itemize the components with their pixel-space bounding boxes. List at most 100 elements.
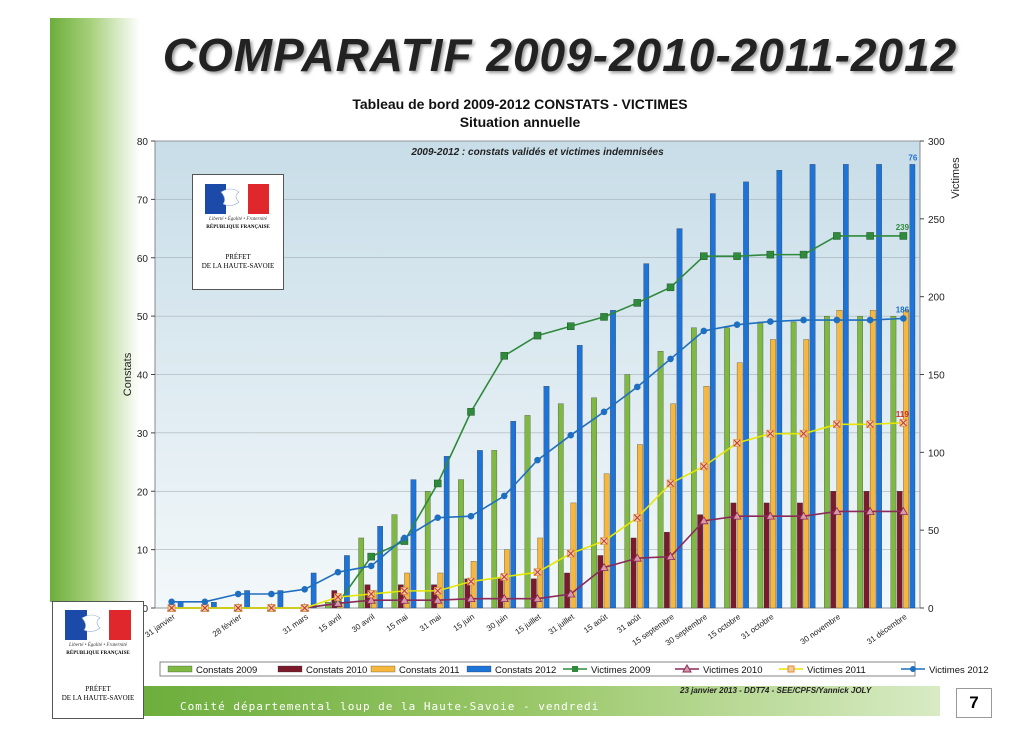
point-victimes-2010 [366,595,376,604]
point-victimes-2012 [434,514,442,522]
point-victimes-2011-cross [334,593,342,601]
point-victimes-2011-cross [401,587,408,595]
bar-constats-2010 [797,502,803,609]
point-victimes-2011-cross [467,578,475,585]
point-victimes-2011-cross [434,587,442,595]
y-tick-label: 80 [137,137,149,148]
x-tick-label: 31 décembre [865,612,909,646]
bar-constats-2009 [857,315,863,609]
bar-constats-2010 [564,572,570,609]
point-victimes-2011-cross [367,590,375,598]
point-victimes-2012 [401,534,408,542]
point-victimes-2011-cross [833,420,841,428]
logo-prefet-line2: DE LA HAUTE-SAVOIE [61,694,135,702]
bar-constats-2009 [358,537,365,609]
x-tick-label: 28 février [211,612,244,639]
point-victimes-2010 [798,511,809,520]
y2-axis-label: Victimes [950,157,962,199]
footer-green-band [140,686,940,716]
point-victimes-2010 [433,595,443,604]
bar-constats-2009 [790,321,797,609]
point-victimes-2010 [665,551,676,561]
y2-tick-label: 250 [928,215,945,226]
bar-constats-2010 [397,584,404,609]
point-victimes-2011-cross [866,420,874,428]
legend-label: Constats 2011 [399,665,460,676]
point-victimes-2011-cross [500,573,508,581]
chart-legend [159,661,925,677]
line-end-label: 119 [896,410,909,419]
point-victimes-2011-cross [900,419,907,427]
legend-marker [787,665,795,673]
bar-constats-2012 [843,164,849,609]
legend-label: Constats 2012 [495,665,556,676]
page-title: COMPARATIF 2009-2010-2011-2012 [162,29,958,81]
point-victimes-2009 [666,283,675,292]
point-victimes-2009 [866,232,874,240]
x-tick-label: 15 juillet [513,612,543,637]
legend-marker [682,663,692,673]
point-victimes-2011-cross [800,430,807,438]
bar-constats-2010 [664,531,670,609]
point-victimes-2012 [201,598,209,606]
point-victimes-2009 [833,232,841,240]
bar-constats-2010 [830,491,836,609]
x-tick-label: 30 avril [350,612,376,634]
bar-constats-2010 [497,578,504,609]
bar-constats-2010 [863,491,870,609]
bar-constats-2012 [310,572,317,609]
point-victimes-2009 [899,232,908,240]
point-victimes-2010 [699,516,709,525]
y-tick-label: 70 [137,195,149,206]
point-victimes-2010 [499,593,509,603]
chart-annotation: 2009-2012 : constats validés et victimes… [410,147,664,158]
legend-label: Victimes 2011 [807,665,866,676]
bar-constats-2009 [591,397,597,609]
y-axis-label: Constats [122,352,134,396]
bar-constats-2009 [491,450,498,609]
bar-constats-2009 [524,415,531,609]
footer-date: 23 janvier 2013 - DDT74 - SEE/CPFS/Yanni… [680,686,872,695]
bar-constats-2012 [643,263,650,609]
point-victimes-2009 [533,331,542,340]
point-victimes-2009 [467,408,475,416]
point-victimes-2010 [832,506,842,515]
bar-constats-2009 [458,479,464,609]
bar-constats-2009 [391,514,398,609]
point-victimes-2009 [433,479,442,488]
line-end-label: 239 [896,223,910,232]
legend-marker [910,666,916,672]
point-victimes-2010 [599,562,609,571]
bar-constats-2012 [610,310,616,609]
point-victimes-2012 [168,598,175,606]
bar-constats-2012 [909,164,916,609]
bar-constats-2010 [763,502,770,609]
bar-constats-2012 [809,164,816,609]
x-tick-label: 31 mars [281,612,310,636]
point-victimes-2011-cross [301,604,309,612]
bar-constats-2012 [211,602,217,609]
point-victimes-2009 [700,252,708,260]
chart-title: Tableau de bord 2009-2012 CONSTATS - VIC… [260,95,780,131]
point-victimes-2010 [566,589,576,598]
bar-constats-2012 [477,450,483,609]
point-victimes-2012 [567,431,575,439]
point-victimes-2009 [766,250,775,259]
bar-constats-2010 [697,514,703,609]
legend-swatch [370,665,396,673]
point-victimes-2009 [733,252,741,260]
y2-tick-label: 300 [928,137,945,148]
legend-label: Constats 2010 [306,665,367,676]
bar-constats-2009 [657,350,664,609]
bar-constats-2010 [730,502,737,609]
bar-constats-2012 [377,526,383,609]
bar-constats-2012 [709,193,716,609]
y2-tick-label: 100 [928,448,945,459]
logo-motto: Liberté • Égalité • Fraternité [69,643,127,648]
x-tick-label: 30 juin [485,612,509,633]
point-victimes-2012 [633,383,641,391]
legend-label: Victimes 2009 [591,665,651,676]
bar-constats-2012 [443,456,450,609]
x-tick-label: 31 août [615,612,643,635]
point-victimes-2010 [399,595,410,604]
